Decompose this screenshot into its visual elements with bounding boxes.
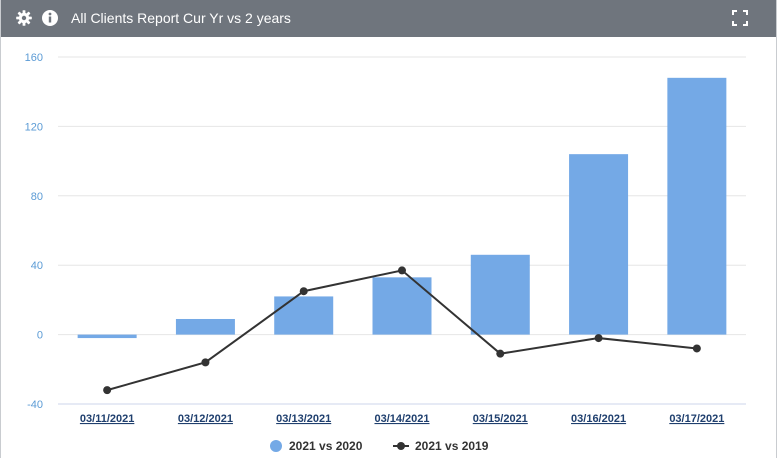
y-tick-label: -40 bbox=[27, 399, 43, 411]
x-tick-label[interactable]: 03/12/2021 bbox=[178, 413, 233, 425]
legend-swatch-marker[interactable] bbox=[397, 442, 405, 450]
bar bbox=[470, 254, 530, 335]
y-tick-label: 40 bbox=[31, 260, 43, 272]
line-point bbox=[398, 266, 406, 275]
x-tick-label[interactable]: 03/14/2021 bbox=[374, 413, 429, 425]
legend-label[interactable]: 2021 vs 2019 bbox=[415, 439, 489, 453]
info-icon[interactable] bbox=[41, 9, 59, 27]
line-point bbox=[103, 386, 112, 395]
legend-swatch-bar[interactable] bbox=[270, 440, 282, 452]
x-tick-label[interactable]: 03/17/2021 bbox=[669, 413, 724, 425]
legend-label[interactable]: 2021 vs 2020 bbox=[289, 439, 363, 453]
line-point bbox=[299, 287, 308, 296]
widget-header: All Clients Report Cur Yr vs 2 years bbox=[1, 0, 776, 37]
x-tick-label[interactable]: 03/11/2021 bbox=[80, 413, 134, 425]
bar bbox=[569, 154, 629, 335]
bar bbox=[77, 334, 137, 339]
y-tick-label: 0 bbox=[37, 330, 43, 342]
expand-icon[interactable] bbox=[731, 9, 749, 27]
widget-title: All Clients Report Cur Yr vs 2 years bbox=[71, 10, 291, 26]
gear-icon[interactable] bbox=[15, 9, 33, 27]
bar bbox=[274, 296, 334, 335]
line-point bbox=[496, 349, 505, 358]
x-tick-label[interactable]: 03/16/2021 bbox=[571, 413, 626, 425]
y-tick-label: 80 bbox=[31, 191, 43, 203]
line-point bbox=[201, 358, 210, 367]
y-tick-label: 120 bbox=[25, 121, 43, 133]
y-tick-label: 160 bbox=[25, 52, 43, 64]
line-point bbox=[692, 344, 701, 353]
line-point bbox=[594, 334, 603, 343]
bar bbox=[372, 277, 432, 335]
bar bbox=[667, 77, 727, 335]
bar bbox=[175, 318, 235, 335]
x-tick-label[interactable]: 03/13/2021 bbox=[276, 413, 331, 425]
x-tick-label[interactable]: 03/15/2021 bbox=[473, 413, 528, 425]
